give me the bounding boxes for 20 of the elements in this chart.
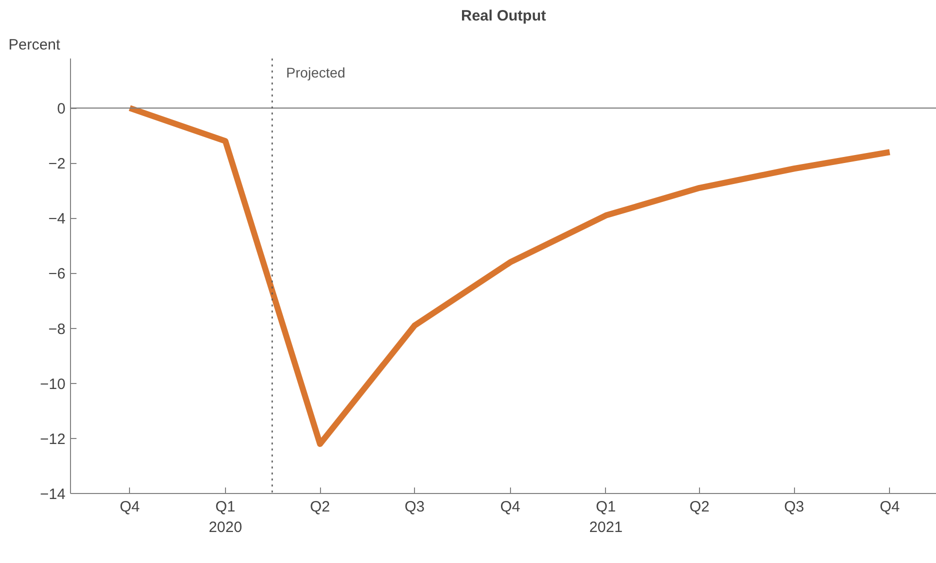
y-tick-label: −6	[48, 266, 66, 283]
y-tick-label: −2	[48, 156, 66, 173]
ref-line-label: Projected	[286, 64, 346, 80]
chart-title: Real Output	[461, 8, 546, 24]
x-tick-label: Q1 2021	[589, 498, 623, 536]
y-tick-label: −10	[40, 376, 66, 393]
x-tick-label: Q2	[689, 498, 710, 516]
y-tick-label: −12	[40, 430, 66, 448]
x-tick-label: Q3	[404, 498, 425, 516]
y-tick-label: 0	[57, 100, 66, 118]
x-tick-label: Q4	[500, 498, 520, 516]
x-tick-label: Q3	[784, 498, 804, 516]
x-tick-label: Q1 2020	[208, 498, 242, 536]
y-tick-label: −14	[40, 486, 66, 503]
y-tick-label: −8	[48, 320, 66, 338]
y-axis-title: Percent	[8, 36, 62, 54]
x-tick-label: Q4	[880, 498, 900, 516]
y-tick-label: −4	[48, 210, 66, 228]
x-tick-label: Q2	[310, 498, 330, 516]
x-tick-label: Q4	[120, 498, 140, 516]
